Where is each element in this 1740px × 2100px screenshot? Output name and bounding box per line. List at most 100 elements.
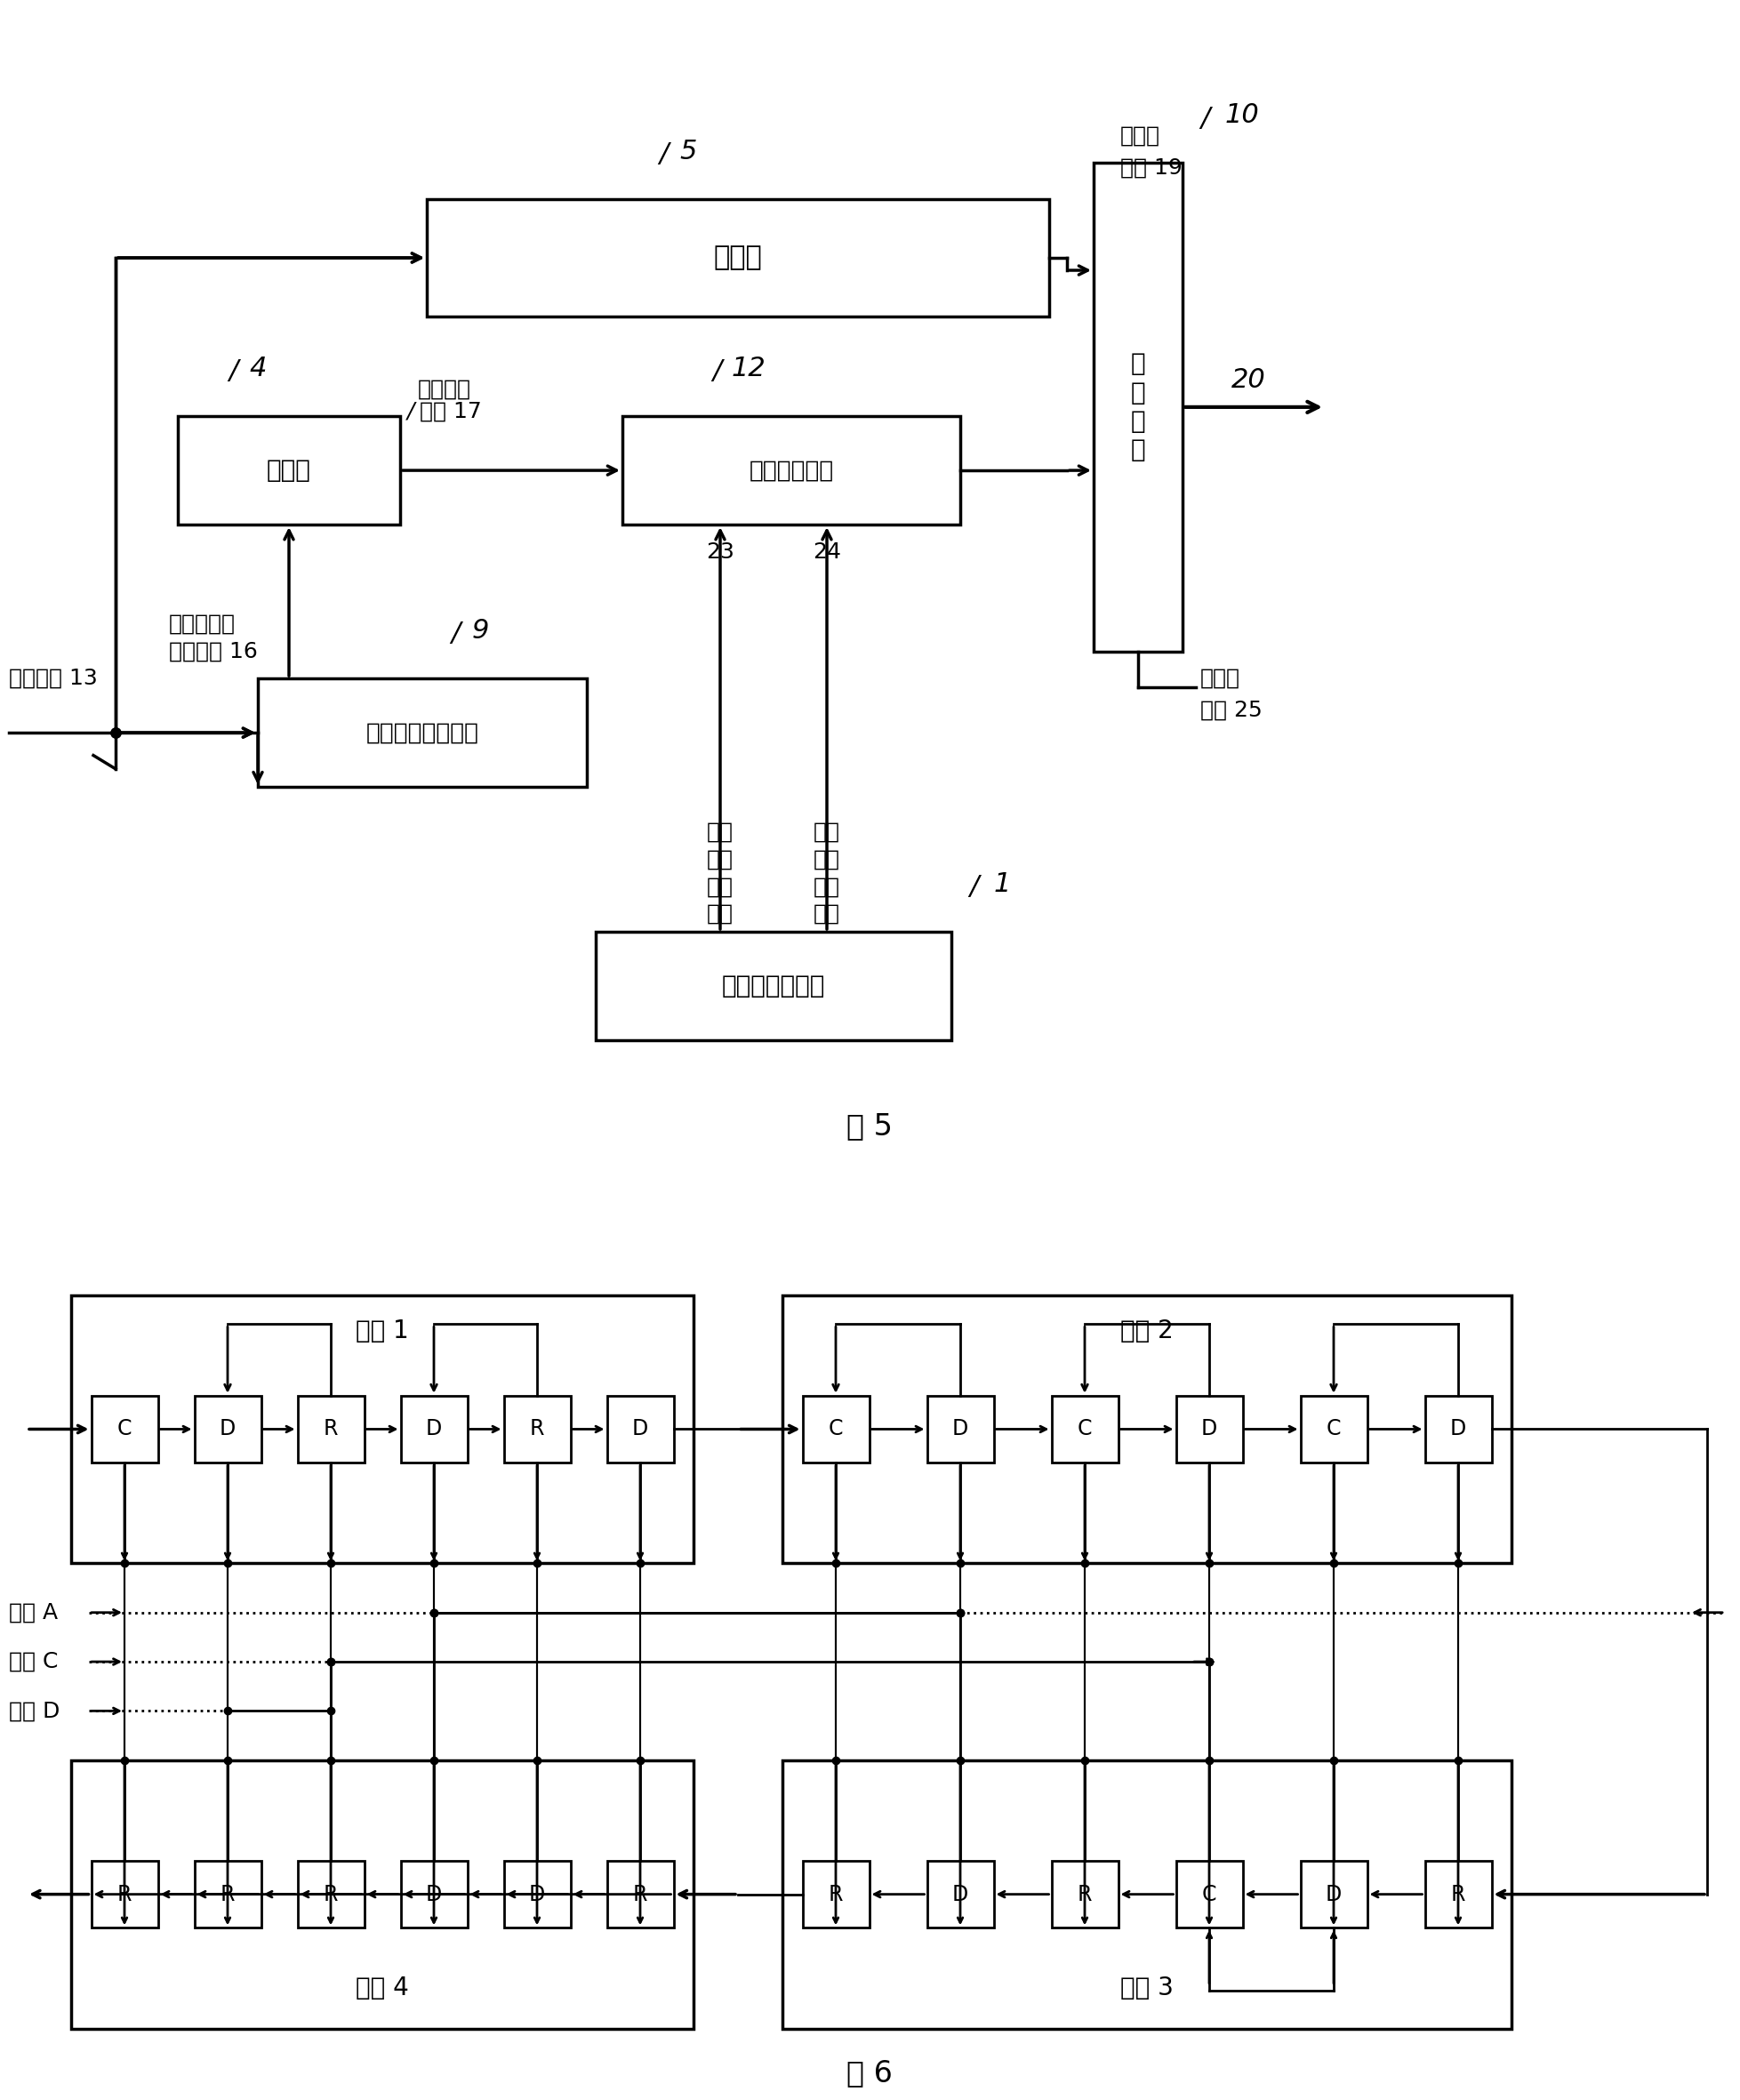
Bar	[426, 200, 1049, 317]
Text: 扫描链递减计数器: 扫描链递减计数器	[365, 720, 479, 743]
Text: 信息 19: 信息 19	[1121, 158, 1181, 179]
Bar	[71, 1760, 694, 2029]
Text: 芯片 2: 芯片 2	[1121, 1319, 1173, 1344]
Text: R: R	[1077, 1884, 1093, 1905]
Bar	[503, 1861, 571, 1928]
Text: C: C	[828, 1418, 844, 1441]
Text: R: R	[324, 1884, 338, 1905]
Bar	[607, 1396, 673, 1464]
Text: R: R	[633, 1884, 647, 1905]
Text: C: C	[1202, 1884, 1216, 1905]
Text: 测试: 测试	[814, 821, 840, 842]
Text: 20: 20	[1232, 367, 1267, 393]
Text: /: /	[969, 874, 978, 901]
Text: 循环: 循环	[814, 848, 840, 869]
Text: 24: 24	[813, 542, 840, 563]
Text: D: D	[1201, 1418, 1218, 1441]
Text: /: /	[712, 359, 722, 384]
Text: D: D	[219, 1418, 235, 1441]
Bar	[1300, 1396, 1368, 1464]
Text: 5: 5	[680, 139, 696, 164]
Bar	[927, 1861, 994, 1928]
Text: 10: 10	[1225, 103, 1260, 128]
Bar	[783, 1760, 1512, 2029]
Text: 网络 C: 网络 C	[9, 1651, 57, 1672]
Text: D: D	[1326, 1884, 1342, 1905]
Text: 位
比
较
器: 位 比 较 器	[1131, 351, 1145, 462]
Bar	[1176, 1396, 1242, 1464]
Bar	[1094, 164, 1183, 651]
Text: 芯片 4: 芯片 4	[355, 1976, 409, 2001]
Text: C: C	[117, 1418, 132, 1441]
Bar	[503, 1396, 571, 1464]
Text: 查找表: 查找表	[266, 458, 311, 483]
Text: 网络 D: 网络 D	[9, 1701, 59, 1722]
Bar	[1176, 1861, 1242, 1928]
Bar	[71, 1296, 694, 1562]
Bar	[623, 416, 960, 525]
Bar	[1300, 1861, 1368, 1928]
Text: 图 6: 图 6	[846, 2058, 893, 2087]
Text: R: R	[117, 1884, 132, 1905]
Text: 12: 12	[731, 357, 766, 382]
Bar	[802, 1861, 868, 1928]
Text: 23: 23	[706, 542, 734, 563]
Text: 4: 4	[249, 357, 266, 382]
Text: R: R	[221, 1884, 235, 1905]
Text: 计数器值 16: 计数器值 16	[169, 640, 258, 662]
Bar	[195, 1861, 261, 1928]
Text: 向量: 向量	[706, 848, 734, 869]
Bar	[783, 1296, 1512, 1562]
Bar	[1425, 1861, 1491, 1928]
Bar	[195, 1396, 261, 1464]
Bar	[258, 678, 586, 788]
Bar	[400, 1396, 468, 1464]
Text: R: R	[828, 1884, 844, 1905]
Text: D: D	[952, 1418, 969, 1441]
Bar	[90, 1861, 158, 1928]
Text: 时钟信号 13: 时钟信号 13	[9, 668, 97, 689]
Bar	[1051, 1396, 1119, 1464]
Text: D: D	[529, 1884, 545, 1905]
Text: 器值: 器值	[814, 903, 840, 924]
Text: 测试: 测试	[706, 821, 734, 842]
Text: 计数: 计数	[706, 876, 734, 897]
Text: 1: 1	[994, 871, 1011, 897]
Text: /: /	[230, 359, 238, 384]
Text: 芯片 1: 芯片 1	[355, 1319, 409, 1344]
Text: C: C	[1077, 1418, 1093, 1441]
Text: 扫描链: 扫描链	[713, 246, 762, 271]
Text: 响应位: 响应位	[1201, 668, 1241, 689]
Bar	[1425, 1396, 1491, 1464]
Text: D: D	[632, 1418, 649, 1441]
Text: 响应位选择器: 响应位选择器	[748, 458, 833, 483]
Text: /: /	[407, 401, 414, 422]
Text: R: R	[324, 1418, 338, 1441]
Bar	[595, 932, 952, 1040]
Bar	[1051, 1861, 1119, 1928]
Text: D: D	[426, 1884, 442, 1905]
Text: 移出位: 移出位	[1121, 126, 1161, 147]
Bar	[298, 1396, 364, 1464]
Text: /: /	[659, 141, 668, 168]
Bar	[927, 1396, 994, 1464]
Text: 网络 A: 网络 A	[9, 1602, 57, 1623]
Bar	[607, 1861, 673, 1928]
Text: 测试向量生成器: 测试向量生成器	[722, 974, 825, 998]
Text: 计数: 计数	[814, 876, 840, 897]
Text: R: R	[529, 1418, 545, 1441]
Text: 芯片 3: 芯片 3	[1121, 1976, 1173, 2001]
Text: D: D	[426, 1418, 442, 1441]
Text: 器值: 器值	[706, 903, 734, 924]
Text: 9: 9	[472, 617, 489, 645]
Text: 图 5: 图 5	[846, 1111, 893, 1140]
Text: D: D	[1449, 1418, 1467, 1441]
Bar	[802, 1396, 868, 1464]
Bar	[298, 1861, 364, 1928]
Text: C: C	[1326, 1418, 1342, 1441]
Text: 扫描链递减: 扫描链递减	[169, 613, 235, 634]
Text: D: D	[952, 1884, 969, 1905]
Text: 信息 17: 信息 17	[419, 401, 482, 422]
Text: /: /	[1201, 105, 1209, 130]
Bar	[400, 1861, 468, 1928]
